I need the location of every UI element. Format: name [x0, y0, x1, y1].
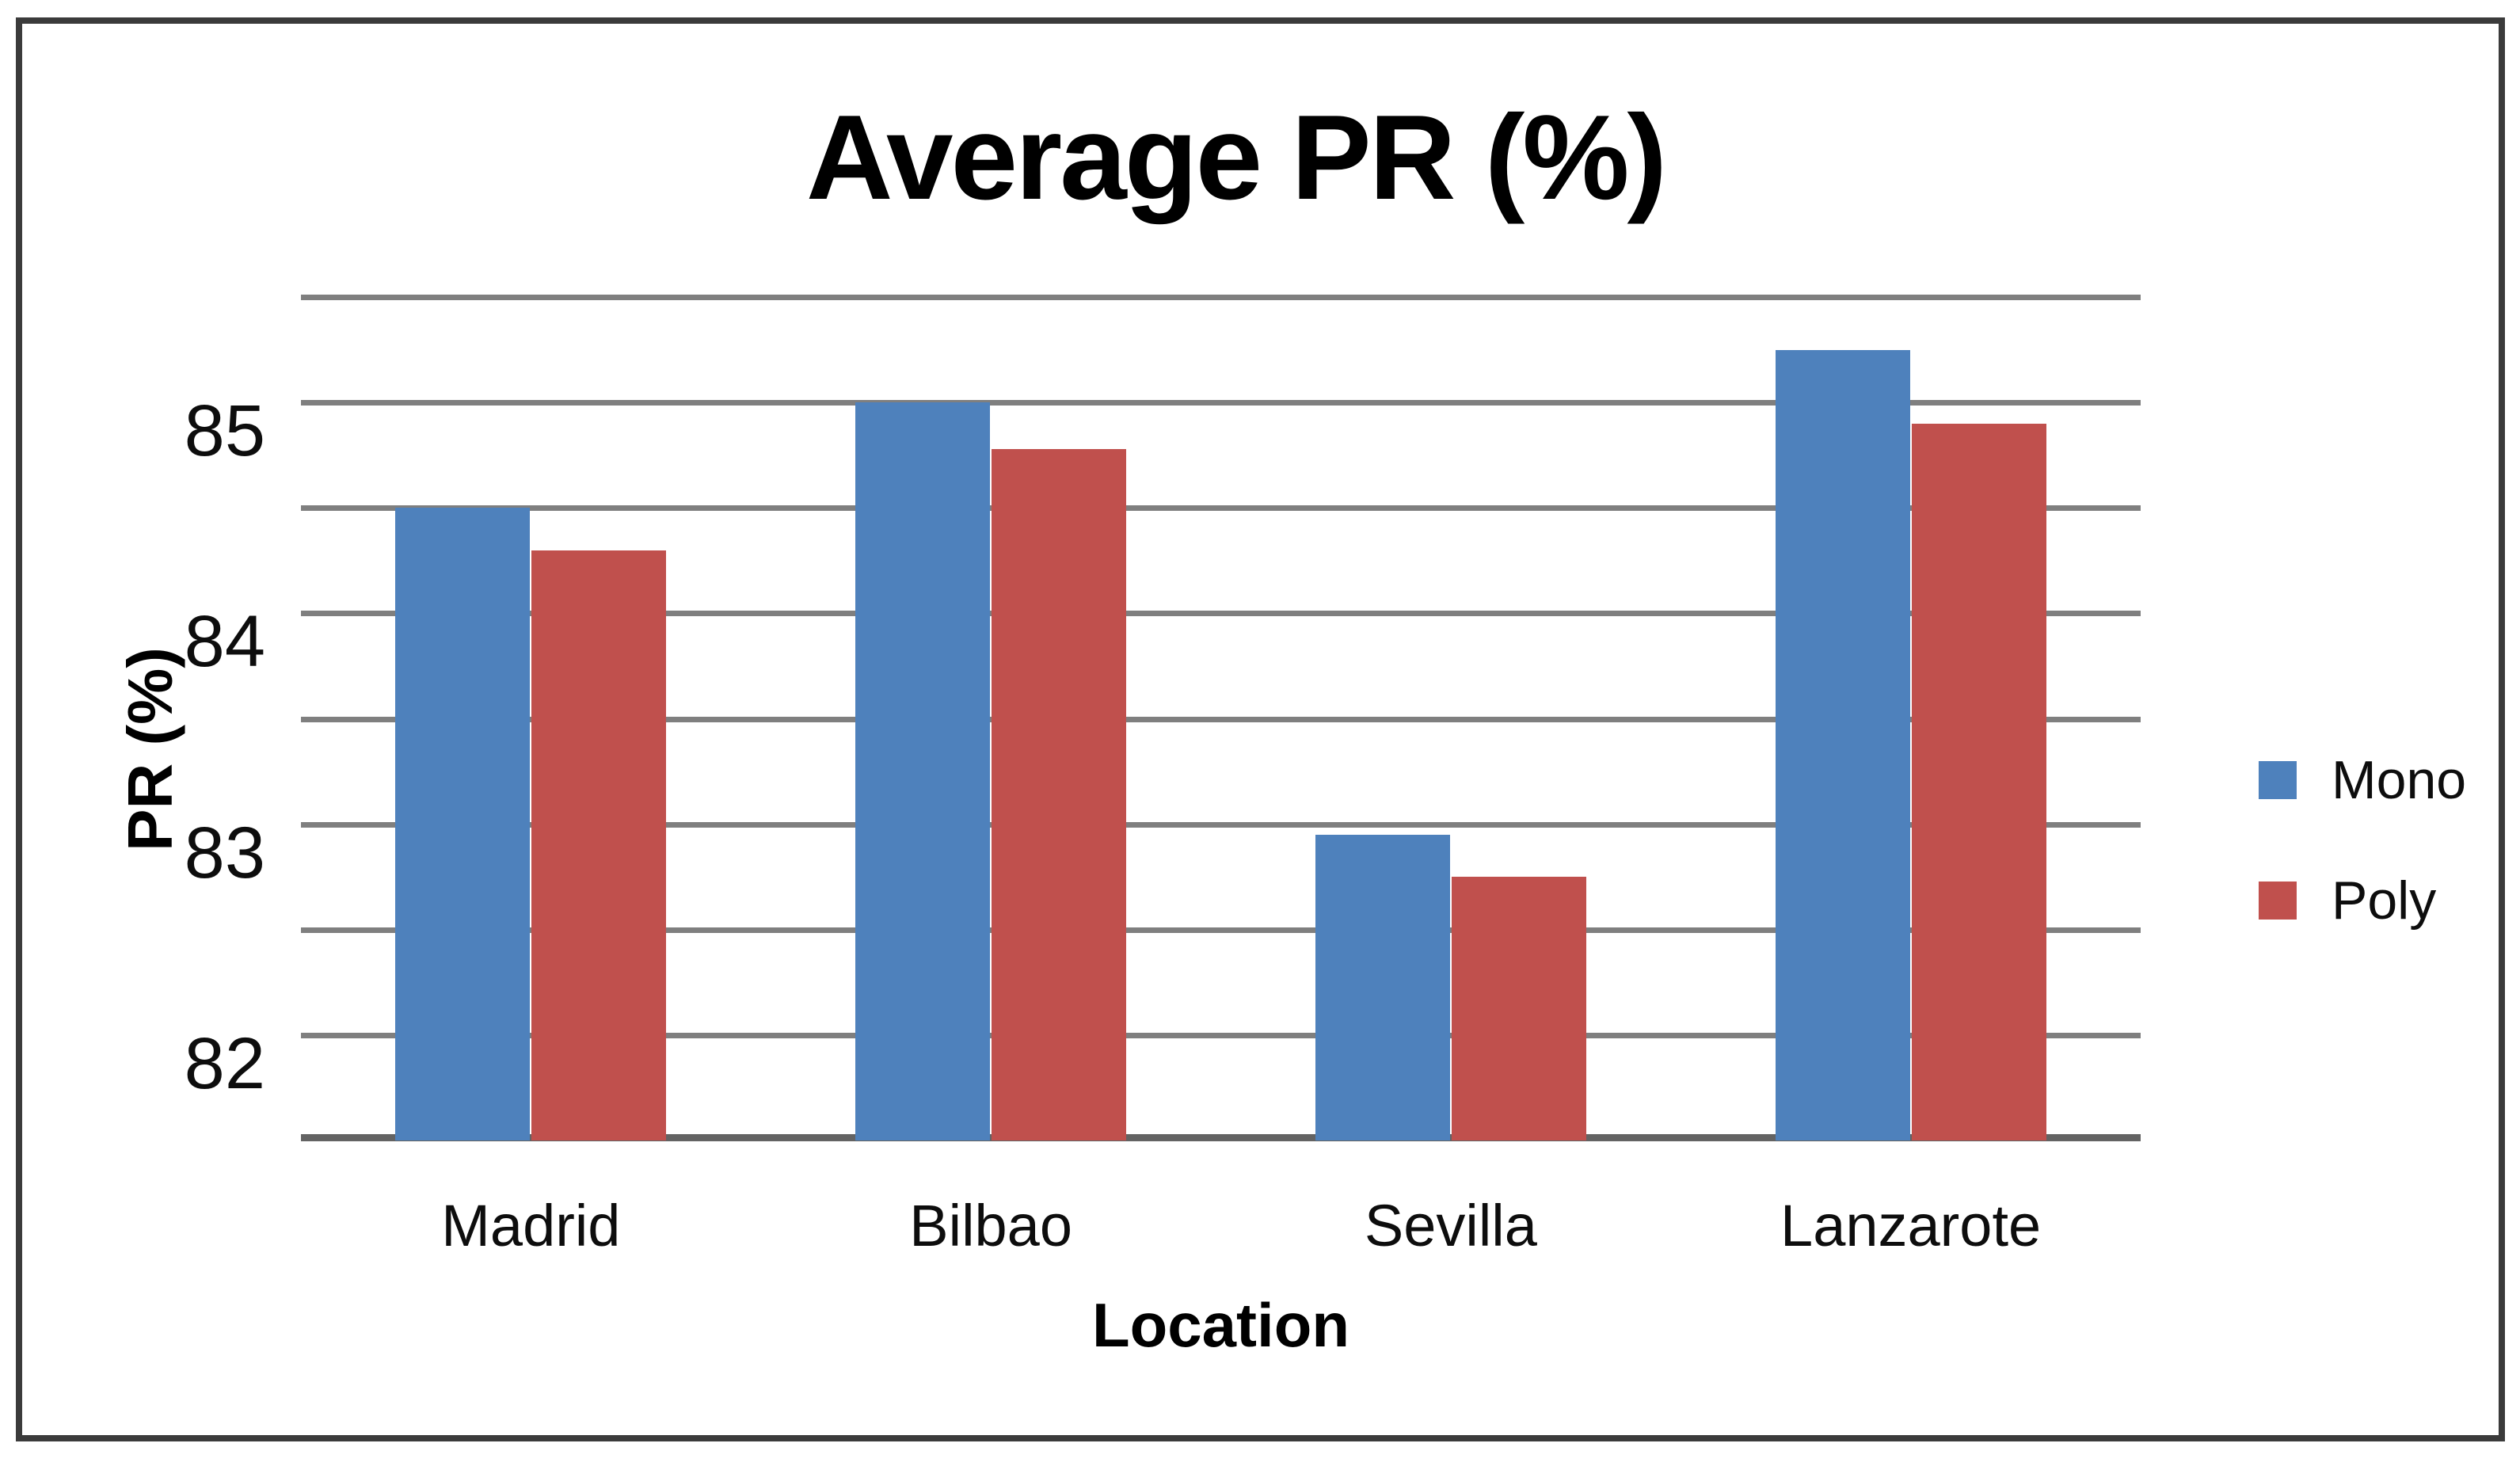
- gridline: [301, 821, 2141, 828]
- gridline: [301, 505, 2141, 512]
- legend-swatch-poly: [2259, 882, 2297, 920]
- legend-entry-poly: Poly: [2259, 870, 2436, 931]
- category-label-bilbao: Bilbao: [909, 1193, 1072, 1258]
- x-axis-title: Location: [1092, 1290, 1349, 1360]
- bar-mono-madrid: [395, 508, 531, 1140]
- category-label-sevilla: Sevilla: [1364, 1193, 1537, 1258]
- legend-entry-mono: Mono: [2259, 749, 2466, 811]
- bar-poly-sevilla: [1451, 877, 1586, 1140]
- gridline: [301, 716, 2141, 722]
- legend-label-poly: Poly: [2332, 870, 2437, 931]
- chart-title: Average PR (%): [805, 90, 1667, 225]
- gridline: [301, 1032, 2141, 1038]
- y-tick-label: 85: [184, 390, 265, 472]
- bar-poly-madrid: [531, 550, 667, 1140]
- gridline: [301, 400, 2141, 406]
- gridline: [301, 611, 2141, 617]
- bar-mono-bilbao: [855, 402, 991, 1140]
- y-tick-label: 84: [184, 601, 265, 683]
- bar-poly-lanzarote: [1911, 423, 2046, 1140]
- legend-label-mono: Mono: [2332, 750, 2467, 810]
- category-label-madrid: Madrid: [441, 1193, 621, 1258]
- y-tick-label: 83: [184, 812, 265, 893]
- plot-area: [301, 295, 2141, 1141]
- legend-swatch-mono: [2259, 761, 2297, 799]
- bar-mono-sevilla: [1315, 834, 1450, 1140]
- y-tick-label: 82: [184, 1022, 265, 1104]
- x-axis-baseline: [301, 1134, 2141, 1141]
- category-label-lanzarote: Lanzarote: [1780, 1193, 2042, 1258]
- bar-poly-bilbao: [992, 448, 1127, 1140]
- gridline: [301, 927, 2141, 933]
- bar-mono-lanzarote: [1775, 349, 1910, 1140]
- gridline: [301, 295, 2141, 300]
